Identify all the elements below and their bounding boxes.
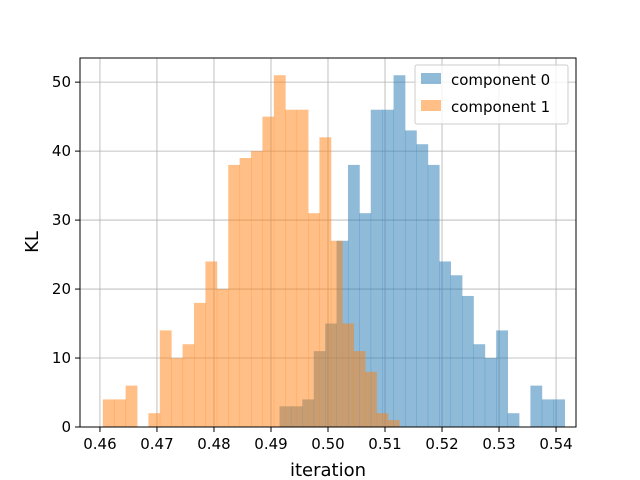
y-tick-label: 0 <box>61 418 71 436</box>
x-tick-label: 0.53 <box>482 435 515 453</box>
y-tick-label: 40 <box>52 142 71 160</box>
histogram-bar-component-0 <box>439 261 451 427</box>
y-tick-label: 30 <box>52 211 71 229</box>
histogram-bar-component-1 <box>296 109 309 427</box>
x-tick-label: 0.47 <box>140 435 173 453</box>
legend-swatch-component-0 <box>421 73 441 84</box>
histogram-bars <box>102 75 565 428</box>
legend: component 0 component 1 <box>414 64 569 125</box>
y-tick-label: 50 <box>52 73 71 91</box>
x-tick-label: 0.52 <box>425 435 458 453</box>
histogram-bar-component-1 <box>353 351 366 427</box>
histogram-bar-component-1 <box>102 399 115 427</box>
x-tick-label: 0.54 <box>539 435 572 453</box>
histogram-bar-component-0 <box>484 358 497 427</box>
x-tick-label: 0.48 <box>197 435 230 453</box>
y-tick-label: 10 <box>52 349 71 367</box>
histogram-bar-component-0 <box>393 75 406 428</box>
histogram-bar-component-1 <box>376 413 389 427</box>
histogram-bar-component-1 <box>285 109 298 427</box>
histogram-bar-component-0 <box>530 385 543 427</box>
histogram-bar-component-1 <box>273 75 286 428</box>
histogram-bar-component-0 <box>553 399 565 427</box>
legend-swatch-component-1 <box>421 100 441 111</box>
histogram-bar-component-0 <box>347 164 360 427</box>
histogram-bar-component-1 <box>159 330 172 427</box>
histogram-bar-component-0 <box>507 413 520 427</box>
histogram-bar-component-0 <box>427 164 440 427</box>
y-tick-label: 20 <box>52 280 71 298</box>
histogram-bar-component-1 <box>251 151 263 427</box>
histogram-bar-component-1 <box>319 137 332 428</box>
histogram-bar-component-0 <box>450 275 463 427</box>
x-tick-label: 0.51 <box>368 435 401 453</box>
histogram-bar-component-0 <box>541 399 554 427</box>
x-axis-label: iteration <box>290 460 366 480</box>
histogram-bar-component-1 <box>114 399 127 427</box>
histogram-bar-component-1 <box>330 240 343 427</box>
histogram-bar-component-1 <box>148 413 161 427</box>
histogram-bar-component-1 <box>262 116 275 428</box>
histogram-bar-component-1 <box>365 371 377 427</box>
histogram-bar-component-1 <box>239 158 252 427</box>
x-tick-label: 0.50 <box>311 435 344 453</box>
axis-ticks: 0.46 0.47 0.48 0.49 0.50 0.51 0.52 0.53 0.54 0 10 2… <box>52 73 573 453</box>
histogram-bar-component-1 <box>194 302 206 427</box>
histogram-bar-component-1 <box>228 164 241 427</box>
x-tick-label: 0.46 <box>83 435 116 453</box>
histogram-bar-component-0 <box>416 144 429 427</box>
histogram-bar-component-0 <box>404 130 417 427</box>
histogram-bar-component-0 <box>496 330 508 427</box>
histogram-bar-component-1 <box>342 323 355 427</box>
histogram-bar-component-0 <box>370 109 383 427</box>
histogram-bar-component-1 <box>387 420 400 427</box>
histogram-bar-component-0 <box>461 295 474 427</box>
histogram-bar-component-1 <box>171 358 184 427</box>
histogram-bar-component-1 <box>182 344 195 427</box>
legend-box <box>414 64 569 125</box>
histogram-bar-component-1 <box>308 213 320 427</box>
y-axis-label: KL <box>22 231 43 253</box>
histogram-bar-component-1 <box>205 261 218 427</box>
histogram-bar-component-0 <box>473 344 486 427</box>
legend-label-component-0: component 0 <box>451 71 550 89</box>
histogram-bar-component-0 <box>359 213 372 427</box>
histogram-bar-component-0 <box>382 109 394 427</box>
histogram-bar-component-1 <box>216 289 229 427</box>
histogram-bar-component-1 <box>125 385 138 427</box>
legend-label-component-1: component 1 <box>451 98 550 116</box>
x-tick-label: 0.49 <box>254 435 287 453</box>
